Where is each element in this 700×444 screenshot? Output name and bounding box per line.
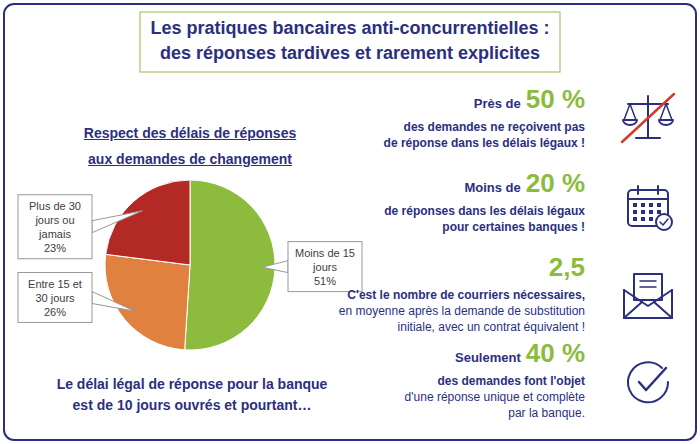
category-label: Plus de 30 jours ou jamais (29, 200, 81, 240)
stat-block: Près de 50 % des demandes ne reçoivent pas… (384, 84, 585, 151)
icon-part (660, 219, 668, 225)
stat-block: 2,5 C'est le nombre de courriers nécessai… (339, 252, 585, 335)
category-label-line: Entre 15 et (28, 278, 82, 290)
icon-part (639, 368, 666, 390)
header-box (140, 12, 560, 72)
icon-part (654, 302, 672, 318)
note: Le délai légal de réponse pour la banque… (22, 374, 362, 416)
stat-value: 50 % (526, 84, 585, 114)
category-label-line: jours (312, 261, 337, 273)
chart-title: Respect des délais de réponses aux deman… (75, 120, 305, 172)
icon-part (641, 203, 645, 207)
category-label-line: Plus de 30 (29, 200, 81, 212)
stat-prefix: Seulement (455, 350, 521, 365)
icon-part (649, 217, 653, 221)
icon-part (624, 290, 672, 318)
pie-slice (105, 254, 190, 349)
stat-bold-line: de réponses dans les délais légaux (384, 203, 585, 219)
icon-part (641, 217, 645, 221)
pie-labels: Moins de 15 jours 51% Entre 15 et 30 jours 26… (18, 195, 362, 323)
icon-part (624, 104, 636, 120)
icon-check (628, 362, 668, 402)
icon-part (633, 203, 637, 207)
stat-line: d'une réponse unique et complète (405, 389, 585, 405)
icon-part (633, 210, 637, 214)
icon-part (657, 210, 661, 214)
stat-value: 2,5 (549, 252, 585, 282)
data-label: 51% (314, 275, 336, 287)
category-label: Entre 15 et 30 jours (28, 278, 82, 304)
icon-part (659, 120, 673, 125)
category-label-line: Moins de 15 (295, 247, 355, 259)
callout-box (288, 242, 362, 292)
stat-prefix: Moins de (464, 180, 520, 195)
icon-part (641, 210, 645, 214)
callout-pointer (92, 211, 142, 233)
icon-part (636, 137, 660, 139)
category-label: Moins de 15 jours (295, 247, 355, 273)
icon-part (656, 214, 672, 230)
icon-part (657, 186, 659, 194)
header-line: Les pratiques bancaires anti-concurrenti… (140, 16, 560, 41)
icon-part (637, 186, 639, 194)
icon-part (628, 362, 668, 402)
stat-block: Seulement 40 % des demandes font l'objetd'… (405, 338, 585, 421)
stat-block: Moins de 20 % de réponses dans les délais … (384, 168, 585, 235)
icon-part (628, 198, 668, 200)
icon-envelope (624, 274, 672, 318)
header-title: Les pratiques bancaires anti-concurrenti… (140, 16, 560, 66)
stat-bold-line: des demandes font l'objet (405, 373, 585, 389)
stat-line: par la banque. (405, 405, 585, 421)
icon-part (649, 210, 653, 214)
icon-part (657, 203, 661, 207)
stat-headline: Moins de 20 % (384, 168, 585, 203)
outer-frame (4, 4, 696, 440)
category-label-line: jamais (38, 228, 71, 240)
icon-part (649, 203, 653, 207)
stat-headline: 2,5 (339, 252, 585, 287)
pie (105, 180, 275, 350)
icon-part (640, 280, 656, 282)
icon-scale (622, 94, 674, 142)
stat-bold-line: pour certaines banques ! (384, 219, 585, 235)
icon-part (624, 290, 672, 306)
callout-box (18, 273, 92, 323)
icon-part (633, 217, 637, 221)
stat-line: en moyenne après la demande de substitut… (339, 303, 585, 319)
icon-part (634, 274, 662, 300)
stat-headline: Seulement 40 % (405, 338, 585, 373)
stat-bold-line: des demandes ne reçoivent pas (384, 119, 585, 135)
icon-part (624, 302, 642, 318)
stat-line: initiale, avec un contrat équivalent ! (339, 319, 585, 335)
stat-bold-line: de réponse dans les délais légaux ! (384, 135, 585, 151)
header-line: des réponses tardives et rarement explic… (140, 41, 560, 66)
data-label: 23% (44, 242, 66, 254)
icon-part (623, 120, 637, 125)
icon-slash (622, 94, 674, 142)
stat-value: 40 % (526, 338, 585, 368)
category-label-line: jours ou (34, 214, 74, 226)
callout-box (18, 195, 92, 259)
note-line: Le délai légal de réponse pour la banque (22, 374, 362, 395)
category-label-line: 30 jours (35, 292, 75, 304)
callout-pointer (262, 261, 288, 273)
icon-calendar (628, 186, 672, 230)
stat-headline: Près de 50 % (384, 84, 585, 119)
data-label: 26% (44, 306, 66, 318)
pie-slice (106, 180, 190, 265)
stat-value: 20 % (526, 168, 585, 198)
stat-prefix: Près de (474, 96, 521, 111)
stat-bold-line: C'est le nombre de courriers nécessaires… (339, 287, 585, 303)
note-line: est de 10 jours ouvrés et pourtant… (22, 395, 362, 416)
pie-slice (185, 180, 275, 350)
icon-part (640, 286, 656, 288)
callout-pointer (92, 292, 134, 312)
